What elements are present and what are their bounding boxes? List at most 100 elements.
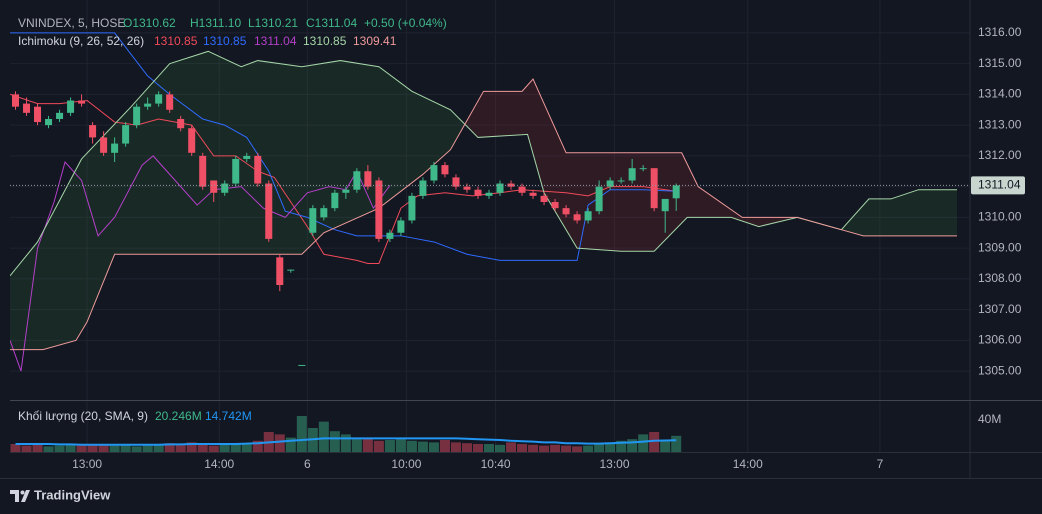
candle-body [254, 155, 262, 184]
candle-body [287, 269, 295, 271]
y-tick-label: 1312.00 [978, 148, 1022, 162]
y-tick-label: 1306.00 [978, 333, 1022, 347]
candle-body [595, 186, 603, 212]
candle-body [540, 195, 548, 202]
x-tick-label: 10:00 [391, 457, 421, 471]
volume-bar [616, 440, 627, 452]
volume-sma-value: 14.742M [205, 409, 252, 423]
volume-bar [32, 444, 43, 452]
candle-body [518, 186, 526, 193]
volume-bar [517, 444, 528, 452]
volume-bar [506, 442, 517, 452]
volume-bar [54, 445, 65, 452]
volume-title: Khối lượng (20, SMA, 9) [18, 409, 148, 423]
candle-body [430, 165, 438, 181]
volume-bar [649, 432, 660, 452]
volume-bar [384, 440, 395, 452]
volume-bar [660, 440, 671, 452]
candle-body [661, 198, 669, 212]
indicator-value: 1310.85 [203, 34, 247, 48]
candle-body [23, 103, 31, 113]
x-tick-label: 7 [877, 457, 884, 471]
volume-bar [109, 445, 120, 452]
ohlc-high: H1311.10 [190, 16, 241, 30]
x-tick-label: 6 [304, 457, 311, 471]
indicator-value: 1309.41 [353, 34, 397, 48]
candle-body [639, 168, 647, 170]
volume-tick-label: 40M [978, 412, 1001, 426]
candle-body [441, 165, 449, 175]
volume-bar [318, 421, 329, 452]
candle-body [474, 189, 482, 196]
candle-body [584, 211, 592, 221]
candle-body [155, 94, 163, 104]
volume-bar [671, 435, 682, 452]
volume-bar [461, 443, 472, 452]
candle-body [320, 208, 328, 218]
volume-bar [43, 446, 54, 452]
volume-bar [561, 445, 572, 452]
volume-bar [406, 440, 417, 452]
candle-body [144, 103, 152, 107]
candle-body [496, 183, 504, 193]
candle-body [452, 177, 460, 187]
candle-body [122, 125, 130, 144]
candle-body [650, 168, 658, 209]
volume-bar [230, 444, 241, 452]
ohlc-close: C1311.04 [306, 16, 357, 30]
volume-sma-line [15, 437, 677, 446]
candle-body [551, 201, 559, 209]
volume-bar [450, 442, 461, 452]
y-tick-label: 1313.00 [978, 117, 1022, 131]
volume-pane [10, 416, 682, 452]
candle-body [309, 208, 317, 233]
volume-bar [98, 444, 109, 452]
volume-bar [87, 444, 98, 452]
volume-bar [186, 442, 197, 452]
volume-bar [583, 445, 594, 452]
volume-bar [362, 437, 373, 452]
candle-body [397, 220, 405, 233]
volume-bar [120, 444, 131, 452]
volume-bar [340, 434, 351, 452]
volume-bar [10, 444, 21, 452]
candle-body [111, 143, 119, 153]
cloud-fill-up [10, 51, 957, 350]
candle-body [56, 112, 64, 119]
cloud-fill-down [464, 79, 798, 252]
brand-name: TradingView [34, 487, 111, 502]
volume-bar [329, 431, 340, 452]
volume-bar [373, 440, 384, 452]
indicator-line [10, 155, 391, 372]
last-price-box [971, 176, 1025, 195]
grid [10, 0, 970, 452]
y-tick-label: 1307.00 [978, 302, 1022, 316]
y-tick-label: 1315.00 [978, 56, 1022, 70]
candle-body [672, 185, 680, 199]
volume-bar [175, 444, 186, 452]
candle-body [386, 232, 394, 239]
volume-bar [428, 442, 439, 452]
volume-bar [484, 444, 494, 452]
volume-bar [219, 444, 230, 452]
volume-bar [495, 444, 506, 452]
candle-body [375, 180, 383, 239]
volume-bar [572, 446, 583, 452]
y-tick-label: 1316.00 [978, 25, 1022, 39]
volume-bar [197, 444, 208, 452]
volume-bar [21, 445, 32, 452]
candle-body [34, 106, 42, 123]
cloud [10, 51, 957, 350]
y-tick-label: 1314.00 [978, 87, 1022, 101]
y-tick-label: 1308.00 [978, 271, 1022, 285]
volume-bar [472, 444, 483, 452]
y-tick-label: 1305.00 [978, 363, 1022, 377]
candle-body [562, 208, 570, 215]
volume-bar [528, 444, 539, 452]
volume-bar [594, 444, 605, 452]
volume-bar [208, 445, 219, 452]
candle-body [331, 192, 339, 209]
x-tick-label: 10:40 [481, 457, 511, 471]
